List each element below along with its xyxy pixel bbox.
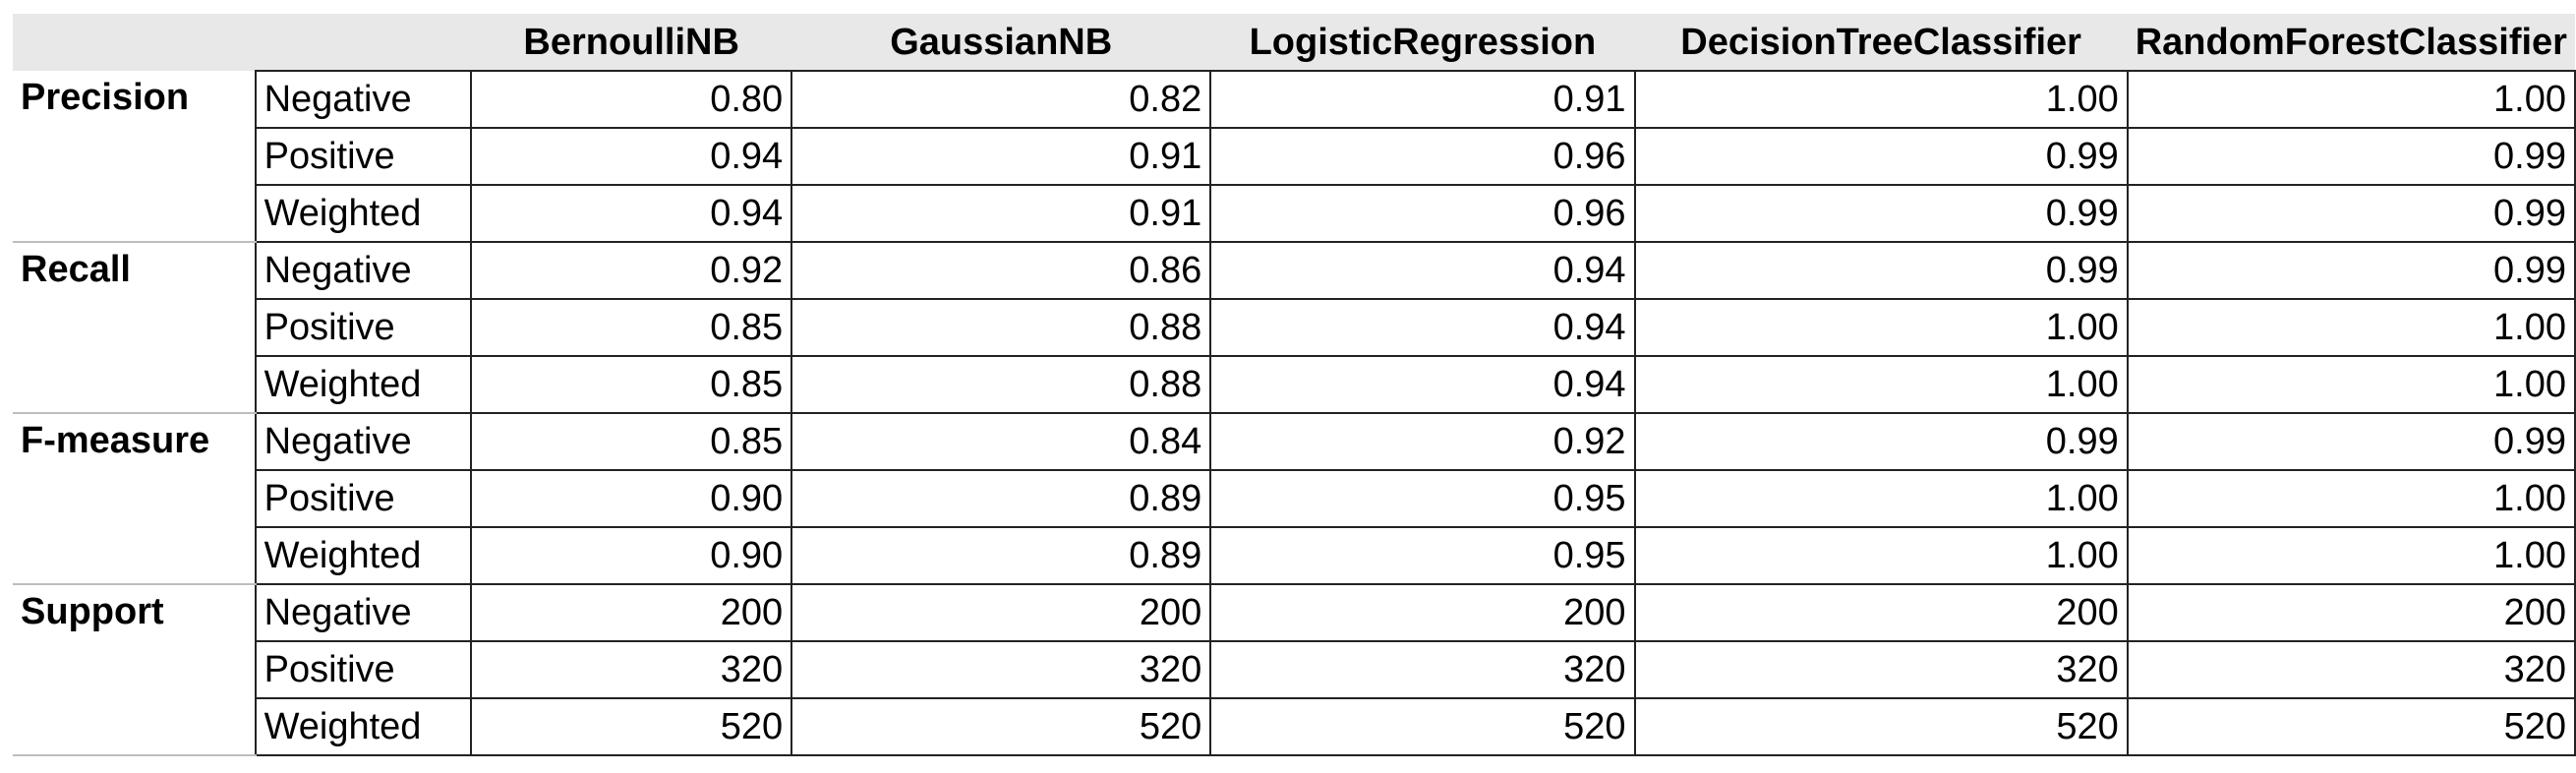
metric-value-cell: 0.86 [790, 241, 1212, 300]
metric-value-cell: 0.99 [1633, 127, 2129, 186]
metric-value-cell: 520 [470, 697, 793, 756]
column-header-bernoullinb: BernoulliNB [471, 14, 792, 71]
metric-value-cell: 0.84 [790, 412, 1212, 471]
metric-value-cell: 1.00 [2126, 298, 2576, 357]
class-label: Weighted [254, 355, 473, 414]
metric-value-cell: 0.94 [470, 184, 793, 243]
metric-value-cell: 520 [1633, 697, 2129, 756]
header-row: BernoulliNB GaussianNB LogisticRegressio… [13, 14, 2575, 71]
table-row: Recall Negative 0.92 0.86 0.94 0.99 0.99 [13, 241, 2576, 414]
class-label: Weighted [254, 697, 473, 756]
table-row: Precision Negative 0.80 0.82 0.91 1.00 1.00 [13, 70, 2576, 243]
metric-value-cell: 0.99 [1633, 412, 2129, 471]
metric-value-cell: 0.94 [470, 127, 793, 186]
metric-group-label: Precision [13, 71, 256, 243]
class-label: Negative [254, 583, 473, 642]
class-label: Positive [254, 298, 473, 357]
header-corner-sub [255, 14, 472, 71]
class-label: Weighted [254, 526, 473, 585]
class-label: Positive [254, 469, 473, 528]
table-row: Positive 0.94 0.91 0.96 0.99 0.99 [13, 127, 2576, 186]
metric-value-cell: 0.99 [2126, 241, 2576, 300]
table-row: Weighted 520 520 520 520 520 [13, 697, 2576, 756]
metric-value-cell: 0.95 [1209, 469, 1636, 528]
table-row: Weighted 0.90 0.89 0.95 1.00 1.00 [13, 526, 2576, 585]
metric-value-cell: 0.96 [1209, 127, 1636, 186]
metric-value-cell: 0.91 [790, 127, 1212, 186]
metric-value-cell: 0.94 [1209, 241, 1636, 300]
metric-value-cell: 0.91 [1209, 70, 1636, 129]
class-label: Negative [254, 70, 473, 129]
metric-value-cell: 0.82 [790, 70, 1212, 129]
table-row: Support Negative 200 200 200 200 200 [13, 583, 2576, 756]
metric-value-cell: 1.00 [2126, 70, 2576, 129]
metrics-table-container: BernoulliNB GaussianNB LogisticRegressio… [13, 14, 2576, 756]
metric-value-cell: 0.89 [790, 526, 1212, 585]
metric-group-label: Support [13, 584, 256, 756]
class-label: Positive [254, 127, 473, 186]
metric-value-cell: 1.00 [1633, 526, 2129, 585]
class-label: Negative [254, 412, 473, 471]
metric-value-cell: 1.00 [1633, 469, 2129, 528]
header-corner [13, 14, 256, 71]
metric-value-cell: 0.99 [2126, 184, 2576, 243]
column-header-randomforestclassifier: RandomForestClassifier [2127, 14, 2575, 71]
metric-value-cell: 0.90 [470, 469, 793, 528]
metric-value-cell: 0.92 [1209, 412, 1636, 471]
metric-value-cell: 1.00 [2126, 355, 2576, 414]
metric-value-cell: 0.99 [2126, 412, 2576, 471]
metric-group-label: Recall [13, 242, 256, 414]
metric-value-cell: 200 [1633, 583, 2129, 642]
column-header-decisiontreeclassifier: DecisionTreeClassifier [1634, 14, 2128, 71]
metric-value-cell: 0.80 [470, 70, 793, 129]
metric-value-cell: 1.00 [2126, 526, 2576, 585]
metric-value-cell: 200 [2126, 583, 2576, 642]
table-row: Positive 0.85 0.88 0.94 1.00 1.00 [13, 298, 2576, 357]
table-row: Weighted 0.85 0.88 0.94 1.00 1.00 [13, 355, 2576, 414]
metric-value-cell: 0.94 [1209, 355, 1636, 414]
metric-value-cell: 520 [1209, 697, 1636, 756]
metric-value-cell: 1.00 [1633, 298, 2129, 357]
metric-value-cell: 520 [2126, 697, 2576, 756]
class-label: Negative [254, 241, 473, 300]
metric-value-cell: 320 [790, 640, 1212, 699]
metric-value-cell: 0.95 [1209, 526, 1636, 585]
metric-value-cell: 0.85 [470, 298, 793, 357]
metric-value-cell: 1.00 [1633, 355, 2129, 414]
metric-value-cell: 0.88 [790, 355, 1212, 414]
metric-value-cell: 0.90 [470, 526, 793, 585]
metric-value-cell: 1.00 [2126, 469, 2576, 528]
table-row: Positive 320 320 320 320 320 [13, 640, 2576, 699]
metric-value-cell: 320 [1209, 640, 1636, 699]
class-label: Positive [254, 640, 473, 699]
metric-value-cell: 0.99 [1633, 184, 2129, 243]
table-row: Weighted 0.94 0.91 0.96 0.99 0.99 [13, 184, 2576, 243]
metric-value-cell: 0.89 [790, 469, 1212, 528]
metric-value-cell: 0.85 [470, 412, 793, 471]
metric-value-cell: 0.96 [1209, 184, 1636, 243]
metric-group-label: F-measure [13, 413, 256, 585]
column-header-gaussiannb: GaussianNB [791, 14, 1211, 71]
metric-value-cell: 320 [1633, 640, 2129, 699]
metric-value-cell: 0.91 [790, 184, 1212, 243]
metric-value-cell: 200 [790, 583, 1212, 642]
metric-value-cell: 0.88 [790, 298, 1212, 357]
metric-value-cell: 0.99 [2126, 127, 2576, 186]
metric-value-cell: 200 [1209, 583, 1636, 642]
metric-value-cell: 0.94 [1209, 298, 1636, 357]
metric-value-cell: 0.99 [1633, 241, 2129, 300]
metric-value-cell: 0.92 [470, 241, 793, 300]
metric-value-cell: 0.85 [470, 355, 793, 414]
metric-value-cell: 320 [2126, 640, 2576, 699]
metric-value-cell: 320 [470, 640, 793, 699]
table-row: Positive 0.90 0.89 0.95 1.00 1.00 [13, 469, 2576, 528]
metrics-table: BernoulliNB GaussianNB LogisticRegressio… [13, 14, 2576, 756]
metric-value-cell: 1.00 [1633, 70, 2129, 129]
metric-value-cell: 200 [470, 583, 793, 642]
table-row: F-measure Negative 0.85 0.84 0.92 0.99 0.99 [13, 412, 2576, 585]
metric-value-cell: 520 [790, 697, 1212, 756]
class-label: Weighted [254, 184, 473, 243]
column-header-logisticregression: LogisticRegression [1210, 14, 1635, 71]
